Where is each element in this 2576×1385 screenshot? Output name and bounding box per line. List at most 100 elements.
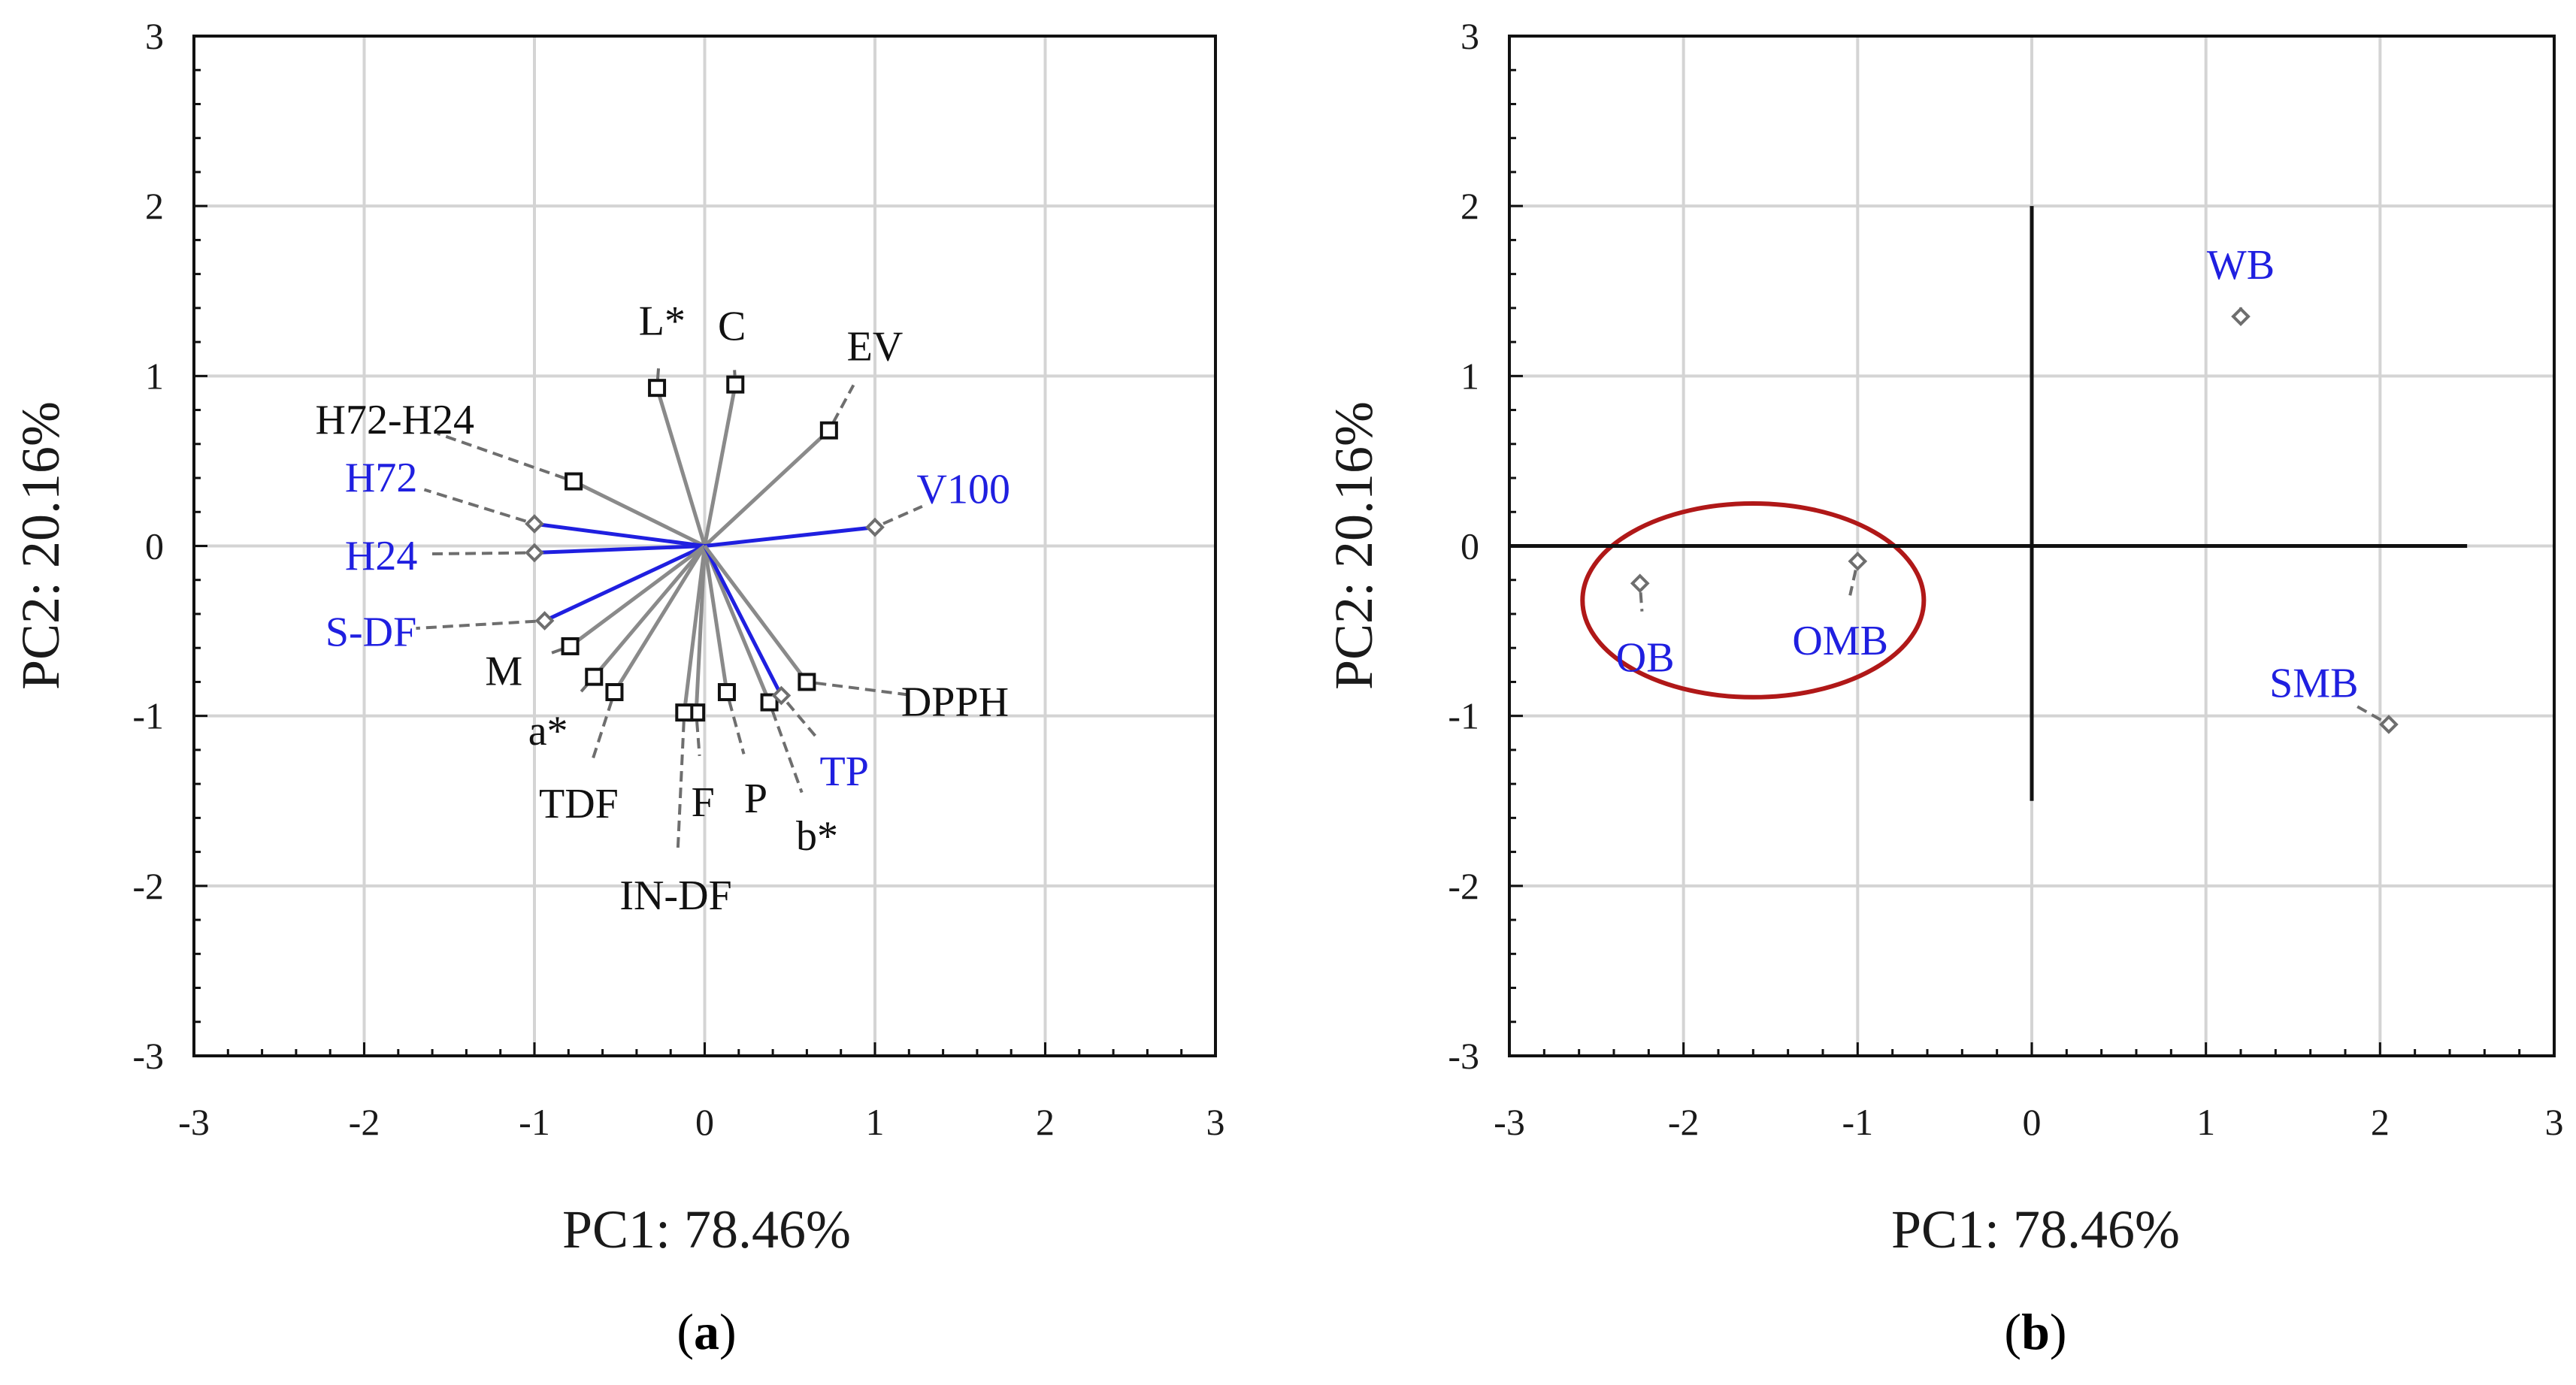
panel-b-x-axis-title: PC1: 78.46% xyxy=(1891,1199,2180,1260)
panel-a-markers xyxy=(525,375,885,722)
panel-a-vectors xyxy=(534,384,876,713)
panel-a-caption-close: ) xyxy=(719,1303,737,1360)
panel-a-y-tick-label: -2 xyxy=(132,865,164,907)
panel-a-x-tick-label: 2 xyxy=(1036,1101,1055,1143)
panel-a-m-marker xyxy=(561,637,580,655)
panel-b-omb-label: OMB xyxy=(1792,618,1888,664)
panel-a-tdf-vector xyxy=(613,545,707,694)
panel-a-v100-vector xyxy=(704,525,876,548)
panel-b-smb-label: SMB xyxy=(2269,660,2358,706)
panel-a-tp-label: TP xyxy=(820,748,869,795)
panel-b-y-tick-label: 0 xyxy=(1461,525,1479,567)
panel-a-p-vector xyxy=(703,546,729,693)
panel-a-h72-h24-marker xyxy=(565,472,583,491)
panel-b-y-tick-label: -2 xyxy=(1448,865,1479,907)
panel-b-smb-marker xyxy=(2379,715,2399,734)
panel-b-y-axis-title: PC2: 20.16% xyxy=(1324,401,1384,690)
panel-b-y-tick-label: -1 xyxy=(1448,695,1479,737)
panel-b-smb-leader xyxy=(2352,703,2382,721)
panel-a-b-star-label: b* xyxy=(796,813,838,860)
panel-a-p-marker xyxy=(717,683,736,702)
panel-b-x-tick-label: 1 xyxy=(2196,1101,2215,1143)
panel-b-y-tick-label: 1 xyxy=(1461,355,1479,397)
panel-a-h72-h24-vector xyxy=(572,479,706,548)
panel-b-x-tick-label: 0 xyxy=(2023,1101,2042,1143)
panel-b-point-labels: WB OB OMB SMB xyxy=(1616,242,2359,706)
panel-a-y-axis-title: PC2: 20.16% xyxy=(11,401,71,690)
panel-a-h72-h24-leader xyxy=(437,431,566,480)
panel-b-caption-letter: b xyxy=(2021,1303,2050,1360)
panel-a-loadings-plot: L* C EV H72-H24 H72 V100 H24 S-DF Ma* TDF F IN-DF Pb… xyxy=(11,15,1225,1360)
panel-a-s-df-leader xyxy=(416,619,536,631)
panel-b-markers xyxy=(1630,307,2399,734)
panel-a-caption: (a) xyxy=(677,1303,736,1360)
panel-a-in-df-vector xyxy=(682,546,707,713)
panel-a-ev-marker xyxy=(819,421,838,440)
panel-b-omb-marker xyxy=(1848,552,1868,571)
panel-b-x-tick-label: -3 xyxy=(1494,1101,1525,1143)
panel-a-s-df-marker xyxy=(534,611,555,631)
panel-a-v100-marker xyxy=(865,517,885,537)
panel-a-b-star-leader xyxy=(770,710,804,794)
panel-a-l-star-vector xyxy=(655,387,707,547)
panel-b-caption-open: ( xyxy=(2004,1303,2021,1360)
panel-a-ev-leader xyxy=(831,384,855,424)
panel-b-ticks xyxy=(1508,35,2556,1057)
panel-a-h72-label: H72 xyxy=(345,455,417,501)
panel-a-h24-marker xyxy=(525,543,544,563)
panel-a-tick-labels: -3 -2 -1 0 1 2 3 -3 -2 -1 0 1 2 3 xyxy=(132,15,1224,1143)
panel-a-tdf-marker xyxy=(605,683,624,702)
panel-a-ev-vector xyxy=(703,428,831,548)
panel-b-x-tick-label: -1 xyxy=(1842,1101,1874,1143)
panel-a-h72-vector xyxy=(534,522,705,548)
panel-a-f-label: F xyxy=(692,779,715,826)
panel-b-ob-leader xyxy=(1639,592,1644,612)
panel-a-a-star-vector xyxy=(592,544,707,679)
panel-a-ticks xyxy=(192,35,1217,1057)
panel-b-caption: (b) xyxy=(2004,1303,2066,1360)
panel-a-s-df-label: S-DF xyxy=(325,609,416,656)
panel-a-point-labels: L* C EV H72-H24 H72 V100 H24 S-DF Ma* TDF F IN-DF Pb… xyxy=(316,298,1011,919)
panel-a-leader-lines xyxy=(416,364,923,850)
panel-a-p-leader xyxy=(728,700,746,754)
panel-b-y-tick-label: 2 xyxy=(1461,185,1479,227)
panel-a-y-tick-label: -1 xyxy=(132,695,164,737)
panel-b-wb-marker xyxy=(2231,307,2251,327)
panel-a-caption-open: ( xyxy=(677,1303,694,1360)
panel-a-h72-marker xyxy=(525,514,544,534)
panel-a-m-vector xyxy=(569,544,706,648)
panel-a-l-star-marker xyxy=(648,379,667,398)
panel-a-x-tick-label: -1 xyxy=(519,1101,550,1143)
panel-a-h72-leader xyxy=(423,488,527,523)
panel-a-s-df-vector xyxy=(543,544,706,623)
panel-b-scores-plot: WB OB OMB SMB -3 -2 -1 0 1 2 3 -3 -2 -1 0 1 2 3 PC1: 78.… xyxy=(1324,15,2564,1360)
panel-a-dpph-vector xyxy=(703,544,809,683)
panel-a-a-star-label: a* xyxy=(528,708,568,754)
panel-a-in-df-leader xyxy=(676,721,686,850)
panel-a-x-tick-label: -3 xyxy=(178,1101,210,1143)
panel-a-m-leader xyxy=(546,648,562,657)
panel-a-ev-label: EV xyxy=(847,324,904,370)
panel-a-x-tick-label: -2 xyxy=(349,1101,380,1143)
panel-b-tick-labels: -3 -2 -1 0 1 2 3 -3 -2 -1 0 1 2 3 xyxy=(1448,15,2563,1143)
panel-a-b-star-vector xyxy=(703,545,771,703)
panel-a-f-vector xyxy=(694,546,707,713)
panel-a-c-marker xyxy=(726,375,745,394)
panel-a-y-tick-label: 0 xyxy=(145,525,164,567)
panel-a-v100-label: V100 xyxy=(917,467,1010,513)
panel-a-y-tick-label: 1 xyxy=(145,355,164,397)
panel-a-p-label: P xyxy=(744,776,767,822)
panel-a-tdf-leader xyxy=(591,700,613,761)
panel-a-f-leader xyxy=(695,721,701,757)
panel-b-ob-label: OB xyxy=(1616,635,1675,682)
panel-a-x-tick-label: 1 xyxy=(866,1101,885,1143)
panel-b-caption-close: ) xyxy=(2050,1303,2067,1360)
panel-a-in-df-label: IN-DF xyxy=(619,872,731,919)
panel-b-x-tick-label: 2 xyxy=(2371,1101,2390,1143)
panel-b-ellipse-layer xyxy=(1580,500,1927,700)
panel-a-a-star-marker xyxy=(585,667,604,686)
panel-a-gridlines xyxy=(194,36,1215,1056)
panel-b-ob-marker xyxy=(1630,573,1650,594)
panel-b-wb-label: WB xyxy=(2207,242,2275,289)
panel-a-y-tick-label: -3 xyxy=(132,1035,164,1077)
